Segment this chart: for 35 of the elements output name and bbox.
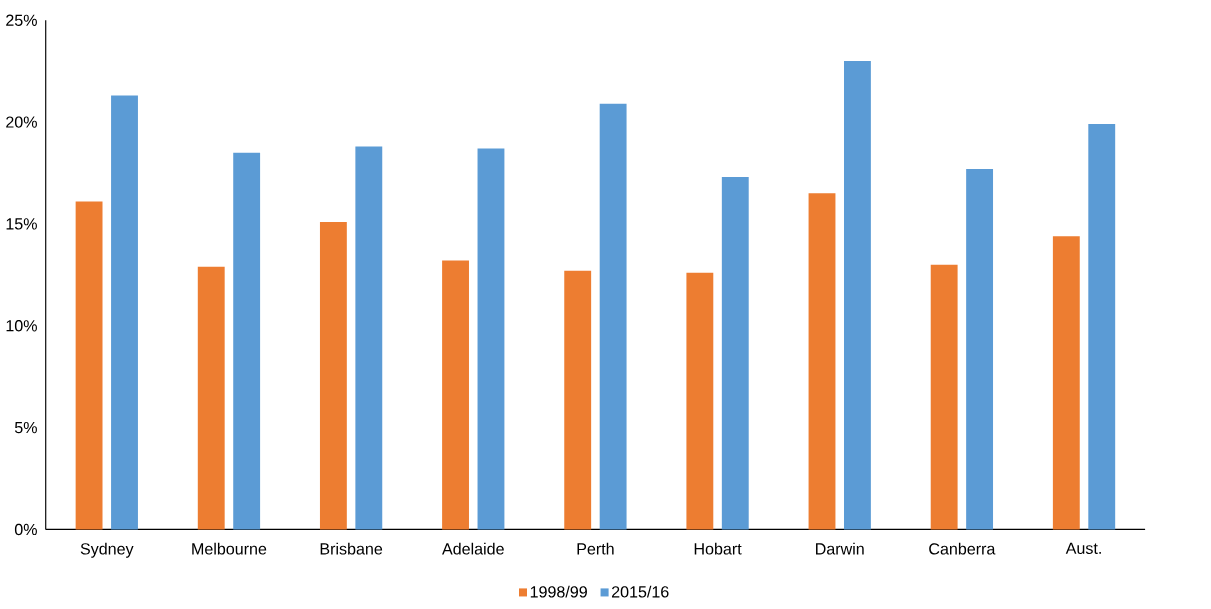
bar <box>319 221 347 530</box>
bar <box>844 60 871 530</box>
x-tick-label: Hobart <box>694 542 742 555</box>
bar <box>477 148 505 530</box>
bar <box>808 193 836 530</box>
bar <box>721 176 749 530</box>
bar <box>1052 235 1080 530</box>
y-tick-label: 0% <box>14 523 37 535</box>
bar <box>111 95 138 530</box>
bar <box>686 272 714 530</box>
bar <box>966 168 994 530</box>
bar <box>564 270 592 530</box>
x-tick-label: Perth <box>577 542 614 555</box>
bar <box>355 146 383 530</box>
bar <box>442 260 469 530</box>
y-tick-label: 10% <box>6 319 37 332</box>
x-tick-label: Adelaide <box>442 542 504 555</box>
x-tick-label: Canberra <box>929 542 996 555</box>
bar <box>75 201 103 530</box>
bar <box>197 266 225 530</box>
bar <box>930 264 958 530</box>
x-tick-label: Darwin <box>816 542 864 555</box>
bar <box>1088 123 1116 530</box>
x-tick-label: Aust. <box>1065 542 1101 554</box>
x-tick-label: Sydney <box>80 542 134 558</box>
x-tick-label: Brisbane <box>320 542 383 555</box>
legend-label: 2015/16 <box>611 585 669 598</box>
y-tick-label: 15% <box>6 218 37 230</box>
y-tick-label: 20% <box>6 116 37 128</box>
bar <box>599 103 627 530</box>
x-tick-label: Melbourne <box>192 542 267 555</box>
y-tick-label: 25% <box>6 14 37 26</box>
legend-label: 1998/99 <box>530 585 587 598</box>
y-tick-label: 5% <box>14 421 37 434</box>
bar <box>233 152 261 530</box>
